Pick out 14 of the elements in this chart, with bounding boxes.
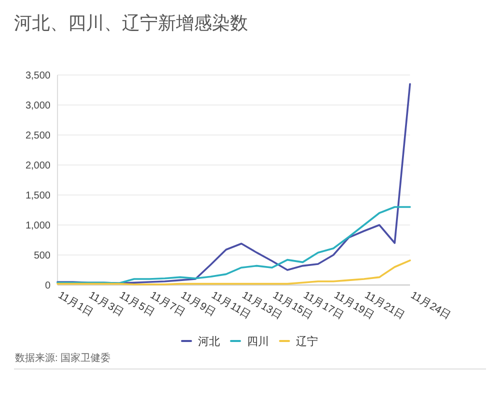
y-tick-label: 1,000 [25,220,51,232]
x-tick-label: 11月24日 [408,289,454,322]
y-tick-label: 2,500 [25,130,51,142]
y-tick-label: 3,500 [25,70,51,82]
legend-label: 四川 [247,335,269,348]
y-tick-label: 2,000 [25,160,51,172]
y-tick-label: 1,500 [25,190,51,202]
title: 河北、四川、辽宁新增感染数 [14,13,248,33]
y-tick-label: 3,000 [25,100,51,112]
legend-label: 辽宁 [296,335,318,348]
annotation: 数据来源: 国家卫健委 [15,353,111,364]
y-tick-label: 500 [34,250,51,262]
legend-label: 河北 [198,335,220,348]
y-tick-label: 0 [44,280,51,292]
